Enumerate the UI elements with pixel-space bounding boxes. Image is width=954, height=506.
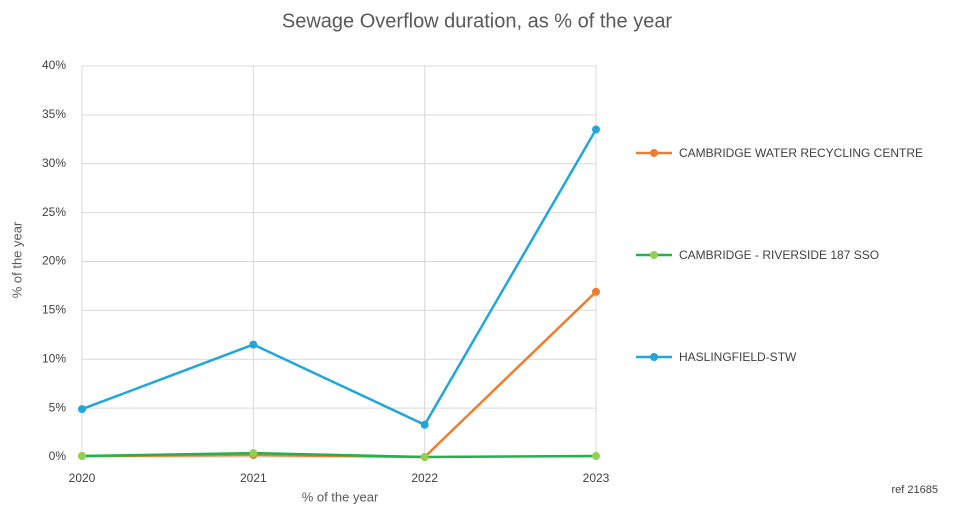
data-point [592,452,600,461]
data-point [78,452,86,461]
legend-label: HASLINGFIELD-STW [679,350,797,364]
data-point [78,405,86,414]
data-point [249,340,258,349]
legend-marker [650,353,658,361]
data-point [249,449,258,458]
x-axis-title: % of the year [302,489,379,504]
y-axis-title: % of the year [9,221,24,298]
data-point [592,287,600,296]
y-tick-label: 35% [42,107,66,121]
x-tick-label: 2021 [240,471,267,485]
legend-marker [650,149,658,157]
data-point [420,453,429,461]
series-line [81,290,597,459]
x-tick-label: 2020 [69,471,96,485]
series-line [81,128,598,426]
y-tick-label: 15% [42,303,66,317]
y-tick-label: 30% [42,156,66,170]
x-tick-label: 2023 [583,471,610,485]
chart-title: Sewage Overflow duration, as % of the ye… [282,10,673,32]
y-tick-label: 25% [42,205,66,219]
y-tick-label: 20% [42,254,66,268]
annotation: ref 21685 [892,484,938,496]
y-tick-label: 10% [42,351,66,365]
y-tick-label: 5% [49,400,67,414]
legend-label: CAMBRIDGE WATER RECYCLING CENTRE [679,146,924,160]
series-line [81,451,597,459]
data-point [592,125,600,134]
x-tick-label: 2022 [411,471,438,485]
y-tick-label: 0% [49,449,67,463]
y-tick-label: 40% [42,58,66,72]
legend-marker [650,251,658,259]
legend-label: CAMBRIDGE - RIVERSIDE 187 SSO [679,248,880,262]
data-point [420,420,429,429]
